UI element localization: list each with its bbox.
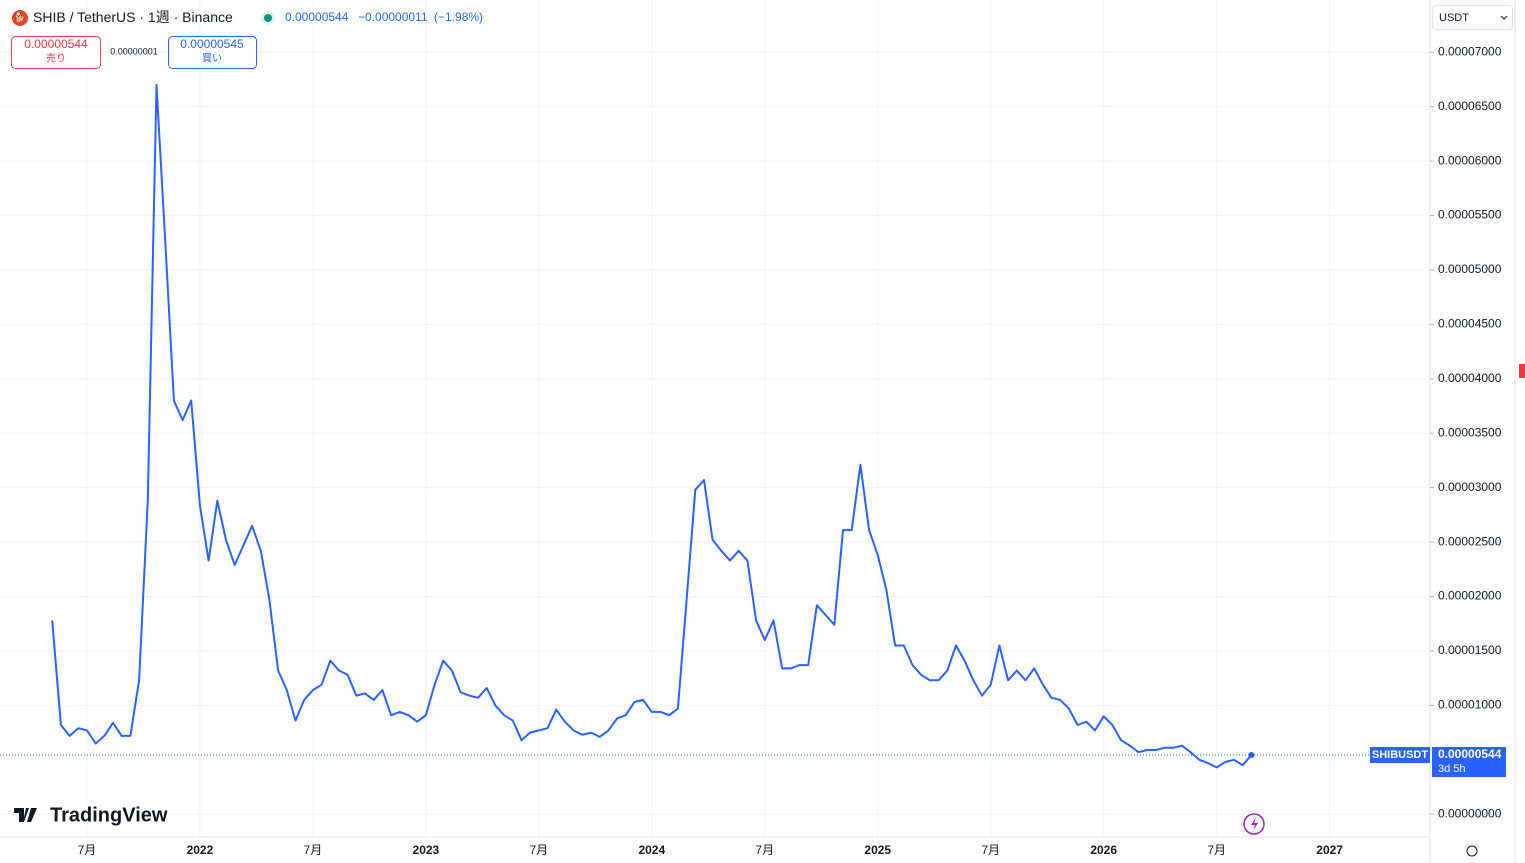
logo-text: TradingView bbox=[50, 804, 168, 826]
buy-price: 0.00000545 bbox=[180, 37, 244, 51]
event-bolt bbox=[1251, 817, 1258, 831]
spread: 0.00000001 bbox=[110, 46, 158, 56]
y-tick-label: 0.00001000 bbox=[1438, 698, 1502, 712]
exchange: Binance bbox=[182, 9, 233, 25]
x-tick-label: 7月 bbox=[981, 843, 1000, 857]
dropdown-arrow bbox=[1500, 15, 1508, 20]
x-tick-label: 7月 bbox=[304, 843, 323, 857]
x-tick-label: 2022 bbox=[187, 843, 214, 857]
currency-select[interactable] bbox=[1432, 5, 1513, 30]
x-tick-label: 7月 bbox=[1207, 843, 1226, 857]
y-tick-label: 0.00000000 bbox=[1438, 806, 1502, 820]
change-pct: −1.98% bbox=[438, 10, 479, 24]
settings-icon[interactable] bbox=[1466, 845, 1478, 857]
y-tick-label: 0.00006500 bbox=[1438, 99, 1502, 113]
y-tick-label: 0.00005500 bbox=[1438, 208, 1502, 222]
symbol-logo bbox=[12, 10, 28, 26]
symbol-tag bbox=[1370, 747, 1430, 764]
sell-label: 売り bbox=[46, 52, 66, 65]
x-tick-label: 2023 bbox=[413, 843, 440, 857]
pair: TetherUS bbox=[77, 9, 135, 25]
buy-label: 買い bbox=[202, 53, 222, 65]
header-change-pct: (−1.98%) bbox=[434, 10, 483, 24]
x-tick-label: 7月 bbox=[529, 843, 548, 857]
last-point bbox=[1248, 752, 1255, 759]
price-line bbox=[51, 83, 1253, 769]
y-tick-label: 0.00002000 bbox=[1438, 589, 1502, 603]
price-tag-label: 0.00000544 bbox=[1438, 747, 1502, 761]
y-tick-label: 0.00003500 bbox=[1438, 425, 1502, 439]
status-dot bbox=[264, 14, 272, 22]
x-tick-label: 2024 bbox=[638, 843, 665, 857]
y-tick-label: 0.00006000 bbox=[1438, 153, 1502, 167]
plot bbox=[0, 83, 1430, 769]
symbol: SHIB bbox=[33, 9, 66, 25]
y-tick-label: 0.00005000 bbox=[1438, 262, 1502, 276]
grid bbox=[0, 0, 1430, 837]
alert-marker bbox=[1519, 364, 1525, 378]
y-tick-label: 0.00007000 bbox=[1438, 44, 1502, 58]
x-tick-label: 2027 bbox=[1316, 843, 1343, 857]
interval: 1週 bbox=[148, 9, 170, 25]
price-tag bbox=[1432, 747, 1506, 778]
countdown: 3d 5h bbox=[1438, 763, 1466, 775]
x-tick-label: 2026 bbox=[1090, 843, 1117, 857]
y-tick-label: 0.00004500 bbox=[1438, 317, 1502, 331]
y-tick-label: 0.00002500 bbox=[1438, 534, 1502, 548]
y-tick-label: 0.00004000 bbox=[1438, 371, 1502, 385]
x-tick-label: 7月 bbox=[78, 843, 97, 857]
symbol-tag-label: SHIBUSDT bbox=[1372, 749, 1429, 761]
sell-button[interactable] bbox=[11, 36, 101, 69]
symbol-title[interactable]: SHIB / TetherUS · 1週 · Binance bbox=[33, 9, 233, 25]
y-tick-label: 0.00003000 bbox=[1438, 480, 1502, 494]
x-tick-label: 2025 bbox=[864, 843, 891, 857]
header-price: 0.00000544 bbox=[285, 10, 349, 24]
symbol-logo-glyph: 🐕 bbox=[14, 11, 25, 22]
header-change: −0.00000011 bbox=[358, 10, 428, 24]
y-tick-label: 0.00001500 bbox=[1438, 643, 1502, 657]
logo-mark bbox=[14, 808, 37, 822]
sell-price: 0.00000544 bbox=[24, 37, 88, 51]
x-tick-label: 7月 bbox=[755, 843, 774, 857]
currency: USDT bbox=[1439, 12, 1469, 24]
buy-button[interactable] bbox=[168, 36, 257, 69]
